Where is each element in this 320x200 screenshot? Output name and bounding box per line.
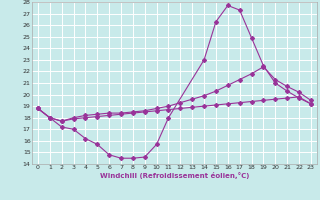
X-axis label: Windchill (Refroidissement éolien,°C): Windchill (Refroidissement éolien,°C) [100,172,249,179]
